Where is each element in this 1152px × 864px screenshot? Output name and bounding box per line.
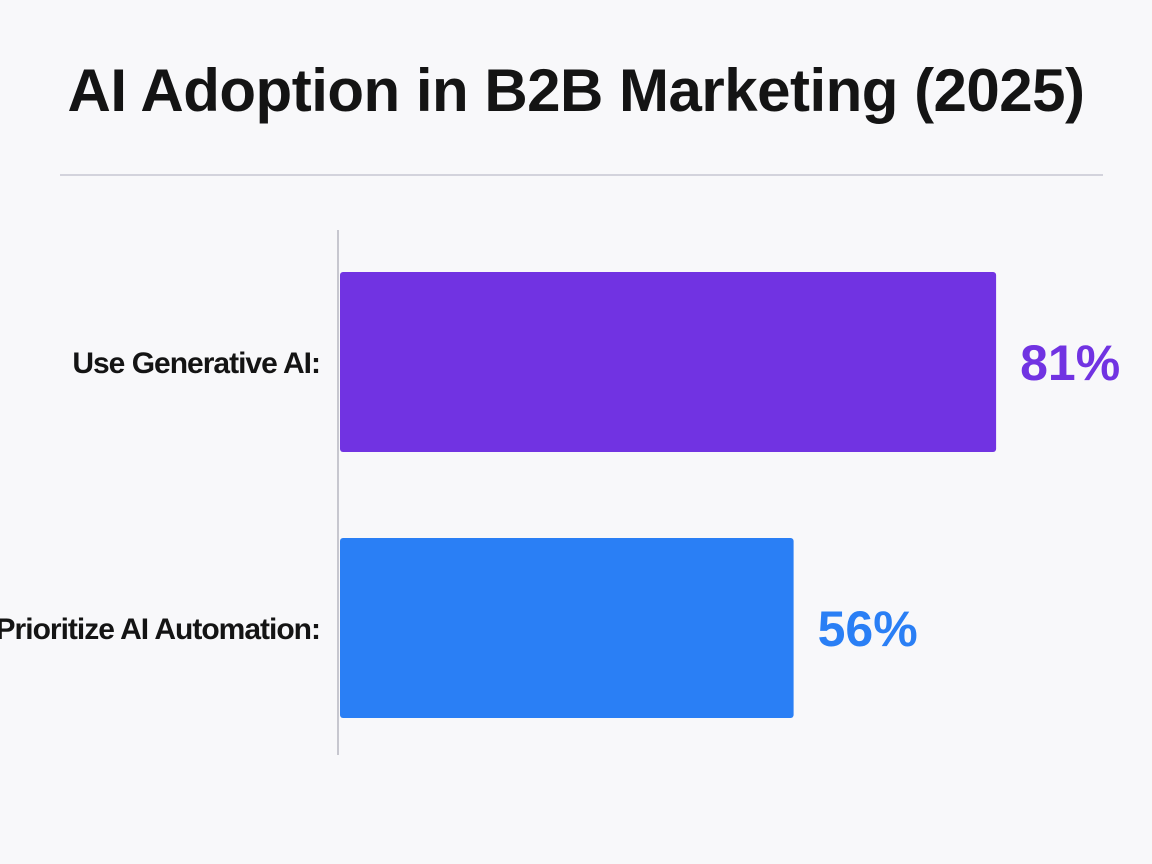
chart-title: AI Adoption in B2B Marketing (2025)	[67, 57, 1085, 124]
value-label-0: 81%	[1020, 335, 1120, 391]
bar-0	[340, 272, 997, 452]
bar-1	[340, 538, 794, 718]
title-divider	[60, 174, 1103, 176]
category-label-1: Prioritize AI Automation:	[0, 613, 320, 646]
value-label-1: 56%	[818, 601, 918, 657]
category-label-0: Use Generative AI:	[72, 347, 320, 380]
